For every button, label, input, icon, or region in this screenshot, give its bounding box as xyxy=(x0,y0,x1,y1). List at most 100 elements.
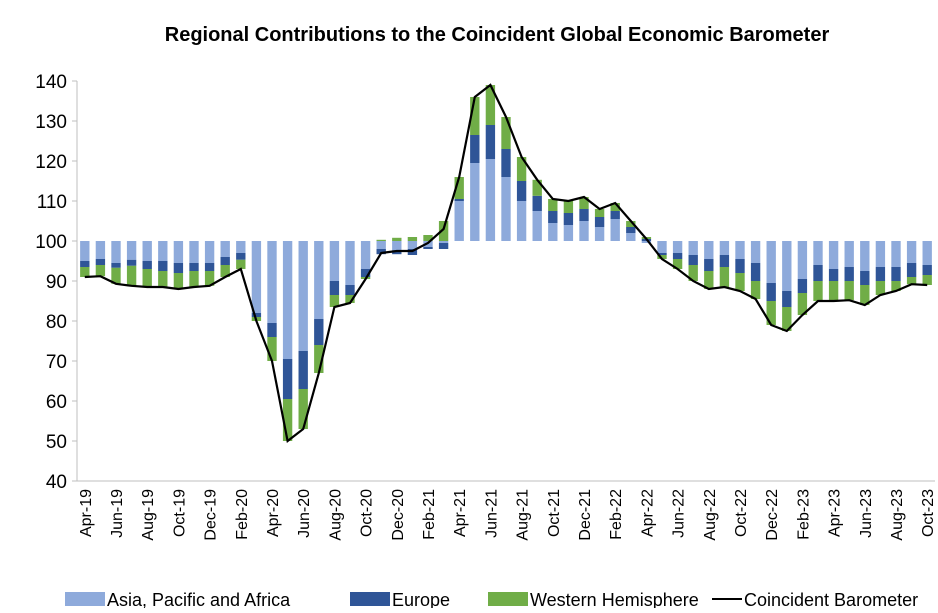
x-tick-label: Jun-22 xyxy=(671,489,688,538)
bar-segment xyxy=(844,241,854,267)
bar-segment xyxy=(579,197,589,209)
bar-segment xyxy=(766,301,776,325)
bar-segment xyxy=(485,85,496,125)
bar-segment xyxy=(236,241,246,253)
bar-segment xyxy=(329,241,340,281)
bar-segment xyxy=(485,125,496,159)
y-tick-label: 90 xyxy=(46,272,67,293)
y-tick-label: 110 xyxy=(37,192,67,213)
bar-segment xyxy=(360,241,371,269)
bar-segment xyxy=(345,295,355,303)
bar-segment xyxy=(735,273,745,291)
bar-segment xyxy=(797,241,808,279)
bar-segment xyxy=(220,265,230,277)
bar-segment xyxy=(470,163,480,241)
bar-segment xyxy=(173,241,184,263)
bar-segment xyxy=(922,265,932,275)
bar-segment xyxy=(360,269,371,277)
bar-segment xyxy=(828,281,839,301)
bar-segment xyxy=(204,271,215,286)
bar-segment xyxy=(173,273,184,289)
bar-segment xyxy=(610,219,620,241)
bar-segment xyxy=(423,235,433,241)
y-tick-label: 70 xyxy=(46,352,67,373)
x-tick-label: Feb-22 xyxy=(608,489,625,540)
bar-segment xyxy=(782,241,792,291)
bar-segment xyxy=(688,255,698,265)
bar-segment xyxy=(142,261,152,269)
bar-segment xyxy=(282,359,293,399)
x-tick-label: Apr-19 xyxy=(78,489,95,537)
bar-segment xyxy=(922,241,932,265)
bar-segment xyxy=(813,265,823,281)
bar-segment xyxy=(828,241,839,269)
bar-segment xyxy=(860,271,870,285)
bar-segment xyxy=(719,255,730,267)
line xyxy=(84,83,928,443)
bar-segment xyxy=(891,241,901,267)
bar-segment xyxy=(267,241,277,323)
y-tick-label: 50 xyxy=(46,432,67,453)
bar-segment xyxy=(501,117,511,149)
bar-segment xyxy=(594,217,605,227)
bar-segment xyxy=(454,177,464,199)
bar-segment xyxy=(158,271,168,287)
x-tick-label: Oct-19 xyxy=(171,489,188,537)
bar-segment xyxy=(298,351,308,389)
bar-segment xyxy=(345,241,355,285)
bar-segment xyxy=(579,221,589,241)
bar-segment xyxy=(563,213,574,225)
bar-segment xyxy=(844,267,854,281)
bar-segment xyxy=(626,227,636,233)
bar-segment xyxy=(189,271,199,287)
legend-swatch xyxy=(488,592,528,606)
x-tick-label: Aug-19 xyxy=(140,489,157,541)
x-tick-label: Feb-21 xyxy=(421,489,438,540)
x-tick-label: Oct-21 xyxy=(546,489,563,537)
bar-segment xyxy=(376,239,386,241)
bar-segment xyxy=(516,157,527,181)
x-tick-label: Apr-23 xyxy=(827,489,844,537)
bar-segment xyxy=(891,281,901,291)
bar-segment xyxy=(563,225,574,241)
bar-segment xyxy=(875,267,886,281)
bar-segment xyxy=(688,241,698,255)
y-tick-label: 100 xyxy=(35,232,67,253)
bar-segment xyxy=(906,241,917,263)
bar-segment xyxy=(111,267,121,284)
bar-segment xyxy=(282,399,293,441)
bar-segment xyxy=(516,181,527,201)
bar-segment xyxy=(813,241,823,265)
x-tick-label: Oct-20 xyxy=(359,489,376,537)
bar-segment xyxy=(470,135,480,163)
bar-segment xyxy=(314,345,324,373)
bar-segment xyxy=(392,237,402,241)
bar-segment xyxy=(314,241,324,319)
bar-segment xyxy=(407,241,418,249)
bar-segment xyxy=(844,281,854,301)
x-tick-label: Apr-22 xyxy=(639,489,656,537)
bar-segment xyxy=(111,241,121,263)
bar-segment xyxy=(891,267,901,281)
bar-segment xyxy=(610,203,620,211)
bar-segment xyxy=(438,241,449,243)
bar-segment xyxy=(423,247,433,249)
bar-segment xyxy=(750,241,761,263)
bar-segment xyxy=(532,211,542,241)
bar-segment xyxy=(704,259,714,271)
bar-segment xyxy=(454,199,464,201)
legend-swatch xyxy=(65,592,105,606)
bar-segment xyxy=(142,269,152,287)
bar-segment xyxy=(220,241,230,257)
bar-segment xyxy=(454,201,464,241)
bar-segment xyxy=(329,295,340,307)
chart-title: Regional Contributions to the Coincident… xyxy=(165,24,830,46)
x-tick-label: Dec-21 xyxy=(577,489,594,541)
bar-segment xyxy=(173,263,184,273)
bar-segment xyxy=(220,257,230,265)
bar-segment xyxy=(189,241,199,263)
bar-segment xyxy=(672,241,683,253)
bar-segment xyxy=(204,241,215,263)
